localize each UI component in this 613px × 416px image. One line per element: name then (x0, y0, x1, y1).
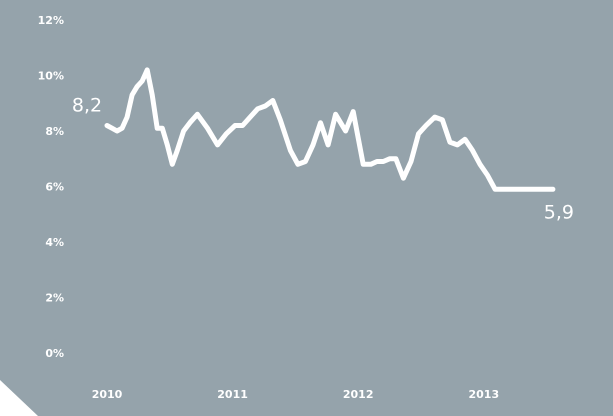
y-tick-label: 6% (45, 181, 64, 194)
x-tick-label: 2010 (92, 388, 123, 401)
series-group (104, 67, 556, 192)
x-tick-label: 2011 (217, 388, 248, 401)
y-axis-ticks: 0% 2% 4% 6% 8% 10% 12% (38, 14, 64, 360)
y-tick-label: 10% (38, 70, 64, 83)
y-tick-label: 2% (45, 292, 64, 305)
x-axis-ticks: 2010 2011 2012 2013 (92, 388, 499, 401)
y-tick-label: 12% (38, 14, 64, 27)
x-tick-label: 2013 (468, 388, 499, 401)
data-labels: 8,2 5,9 (72, 94, 574, 223)
end-value-label: 5,9 (544, 201, 574, 223)
y-tick-label: 8% (45, 125, 64, 138)
start-value-label: 8,2 (72, 94, 102, 116)
y-tick-label: 0% (45, 347, 64, 360)
x-tick-label: 2012 (343, 388, 374, 401)
y-tick-label: 4% (45, 236, 64, 249)
series-line (104, 67, 556, 192)
